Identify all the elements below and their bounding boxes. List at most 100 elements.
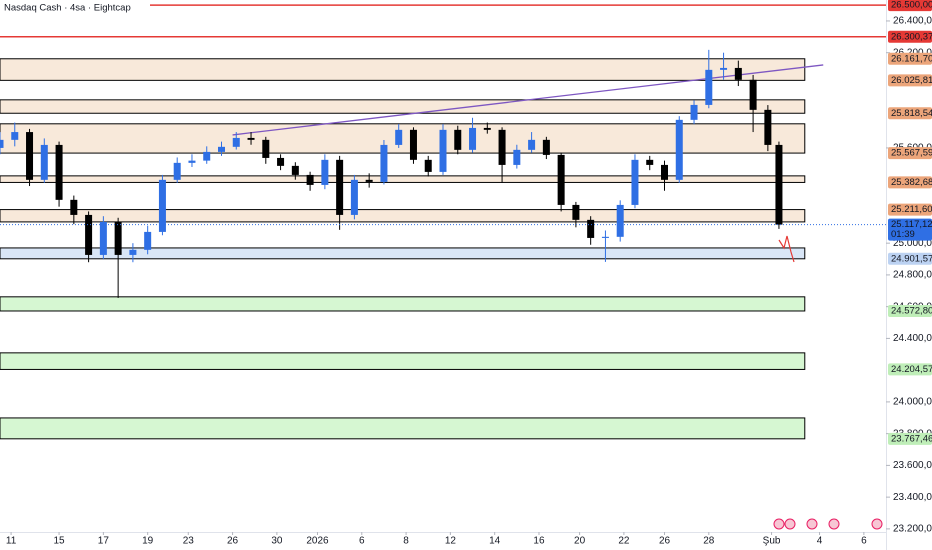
level-label-bg: [888, 74, 932, 87]
candle-body: [85, 214, 93, 255]
current-price-label: 25.117,12: [891, 219, 932, 230]
candle-body: [158, 179, 166, 232]
trendline: [232, 64, 824, 136]
candle-body: [587, 219, 595, 238]
candle-body: [661, 164, 668, 180]
x-tick-label: 30: [271, 536, 283, 547]
zone: [0, 209, 806, 223]
level-label-bg: [888, 0, 932, 12]
candle-body: [129, 249, 137, 255]
x-tick-label: 12: [445, 536, 457, 547]
candle-body: [262, 139, 270, 158]
level-label: 25.211,60: [891, 204, 932, 215]
candle-body: [734, 67, 742, 80]
y-tick-label: 24.000,00: [893, 397, 932, 408]
candle-body: [409, 129, 417, 160]
candle-body: [188, 160, 196, 163]
candle-body: [40, 144, 48, 180]
candle-body: [395, 129, 403, 145]
candle-body: [646, 159, 654, 165]
level-label-bg: [888, 147, 932, 160]
x-tick-label: 14: [489, 536, 501, 547]
level-label: 26.500,00: [891, 0, 932, 11]
projection-path: [778, 235, 795, 263]
candle-body: [513, 149, 521, 165]
zone: [0, 58, 806, 81]
level-label: 25.567,59: [891, 148, 932, 159]
level-label: 24.204,57: [891, 364, 932, 375]
candle-body: [55, 144, 63, 200]
x-tick-label: 2026: [306, 536, 329, 547]
level-label: 24.901,57: [891, 253, 932, 264]
candle-body: [424, 159, 432, 172]
candle-body: [720, 67, 728, 70]
x-tick-label: 11: [6, 536, 17, 547]
x-tick-label: 28: [703, 536, 715, 547]
candle-body: [775, 144, 783, 225]
zone: [0, 352, 806, 370]
candle-body: [99, 221, 107, 255]
candle-body: [675, 119, 683, 180]
x-tick-label: 16: [533, 536, 545, 547]
level-label-bg: [888, 203, 932, 216]
y-tick-label: 23.400,00: [893, 492, 932, 503]
candle-body: [291, 165, 299, 175]
y-tick-label: 25.000,00: [893, 238, 932, 249]
x-tick-label: 19: [142, 536, 154, 547]
candle-body: [572, 204, 580, 220]
zone: [0, 99, 806, 114]
level-label-bg: [888, 176, 932, 189]
x-tick-label: 15: [54, 536, 66, 547]
y-tick-label: 24.800,00: [893, 270, 932, 281]
x-tick-label: 17: [98, 536, 110, 547]
candle-body: [336, 159, 344, 215]
level-label: 26.161,70: [891, 53, 932, 64]
x-tick-label: 8: [403, 536, 409, 547]
title-bg: [0, 0, 150, 14]
level-label-bg: [888, 363, 932, 376]
candle-body: [454, 129, 462, 150]
candle-body: [306, 174, 314, 185]
x-tick-label: 26: [659, 536, 671, 547]
candle-body: [616, 204, 624, 237]
candle-body: [218, 146, 225, 152]
x-tick-label: 26: [227, 536, 239, 547]
level-label: 26.300,37: [891, 31, 932, 42]
candle-body: [439, 129, 447, 172]
y-tick-label: 24.400,00: [893, 333, 932, 344]
countdown-label: 01:39: [891, 229, 915, 240]
level-label-bg: [888, 432, 932, 445]
candle-body: [203, 151, 211, 161]
y-tick-label: 23.600,00: [893, 460, 932, 471]
level-label: 25.818,54: [891, 108, 932, 119]
candle-body: [498, 129, 506, 165]
candle-body: [365, 179, 373, 182]
candle-body: [173, 162, 181, 180]
x-tick-label: 4: [817, 536, 823, 547]
candle-body: [247, 137, 255, 140]
candle-body: [26, 132, 34, 180]
chart-title: Nasdaq Cash · 4sa · Eightcap: [4, 3, 131, 14]
zone: [0, 123, 806, 154]
level-label-bg: [888, 52, 932, 65]
level-label-bg: [888, 252, 932, 265]
y-tick-label: 26.400,00: [893, 16, 932, 27]
x-tick-label: 23: [183, 536, 195, 547]
candle-body: [0, 139, 4, 148]
candle-body: [232, 137, 240, 147]
level-label-bg: [888, 107, 932, 120]
zone: [0, 417, 806, 440]
zone: [0, 247, 806, 260]
candle-body: [557, 154, 565, 205]
level-label-bg: [888, 304, 932, 317]
candle-body: [70, 199, 78, 215]
candle-body: [321, 159, 329, 185]
candle-body: [601, 236, 609, 238]
level-label-bg: [888, 30, 932, 43]
zone: [0, 175, 806, 183]
level-label: 23.767,46: [891, 433, 932, 444]
y-tick-label: 23.200,00: [893, 524, 932, 535]
candle-body: [144, 231, 152, 250]
candle-body: [528, 139, 536, 150]
